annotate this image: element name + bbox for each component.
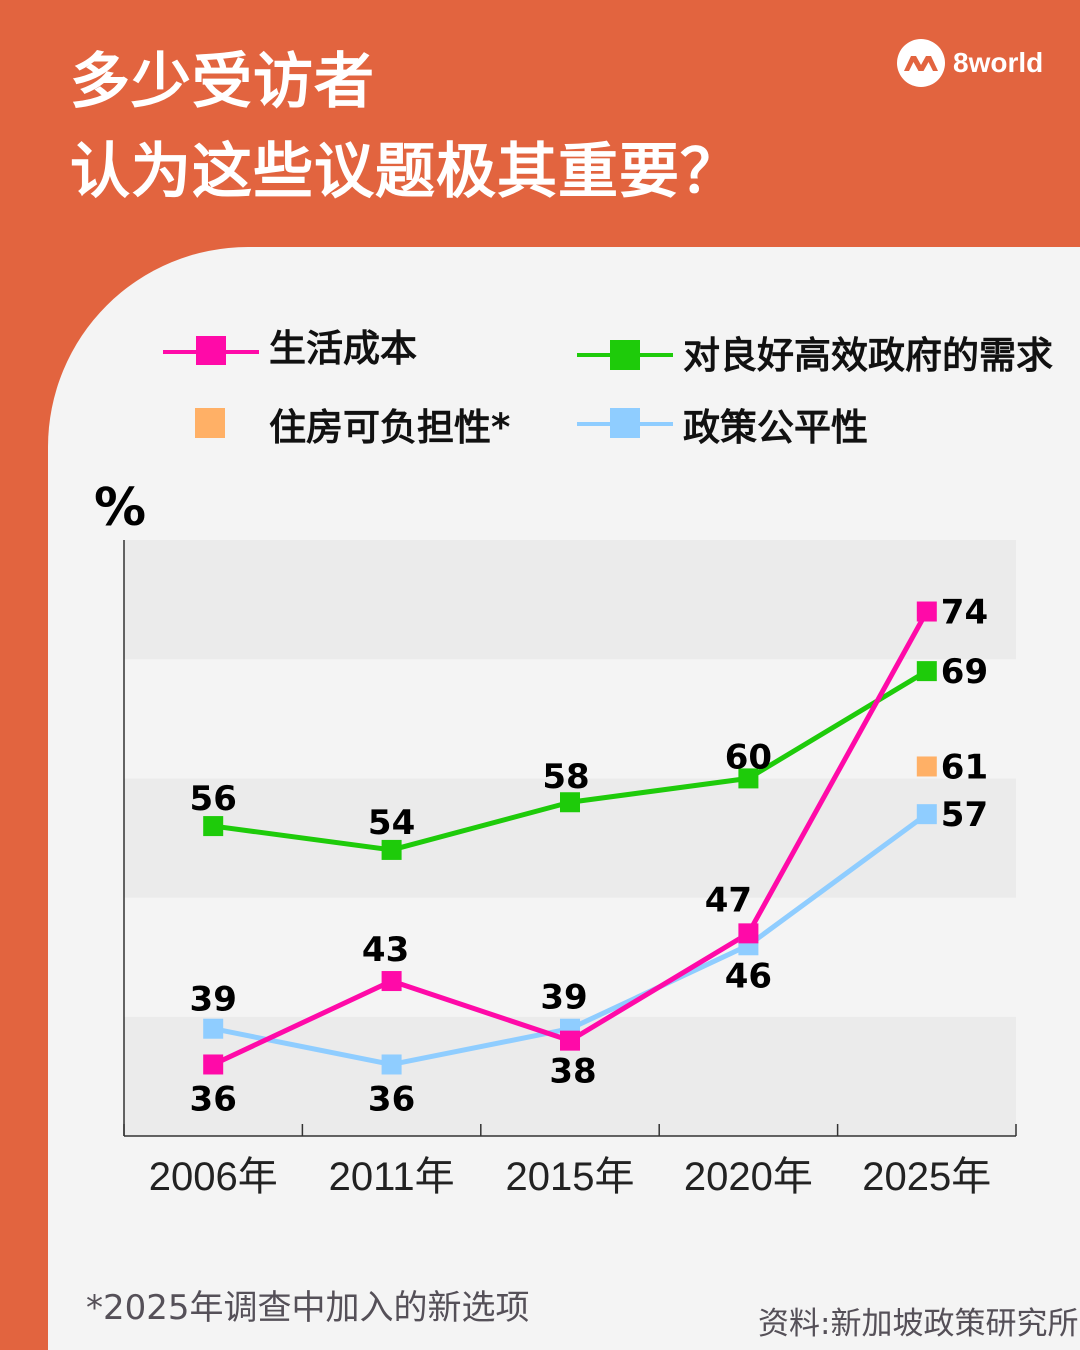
data-point xyxy=(738,768,759,789)
data-label: 56 xyxy=(190,779,237,819)
brand-logo: 8world xyxy=(897,39,1043,87)
data-label: 43 xyxy=(362,930,409,970)
data-label: 36 xyxy=(190,1079,237,1119)
x-tick-label: 2020年 xyxy=(684,1155,813,1199)
data-label: 57 xyxy=(941,795,988,835)
data-label: 39 xyxy=(540,978,587,1018)
x-tick-label: 2015年 xyxy=(506,1155,635,1199)
data-label: 69 xyxy=(941,652,988,692)
data-point xyxy=(381,971,402,992)
x-tick-label: 2006年 xyxy=(149,1155,278,1199)
legend-label: 对良好高效政府的需求 xyxy=(683,334,1053,377)
x-tick-label: 2011年 xyxy=(329,1155,455,1199)
data-label: 36 xyxy=(368,1079,415,1119)
legend-label: 政策公平性 xyxy=(683,406,868,449)
legend-label: 生活成本 xyxy=(269,327,417,370)
data-point xyxy=(203,1054,224,1075)
data-point xyxy=(203,1018,224,1039)
legend-item-housing: 住房可负担性* xyxy=(163,397,510,451)
grid-band xyxy=(124,540,1016,660)
legend-item-policy-fairness: 政策公平性 xyxy=(577,397,868,451)
data-label: 61 xyxy=(941,747,988,787)
data-point xyxy=(203,816,224,837)
title-line-2: 认为这些议题极其重要？ xyxy=(70,137,741,207)
legend-item-efficient-government: 对良好高效政府的需求 xyxy=(577,325,1053,379)
data-point xyxy=(916,601,937,622)
data-point xyxy=(560,792,580,813)
data-point xyxy=(381,839,402,860)
legend-pink-marker xyxy=(163,336,259,365)
source-note: 资料:新加坡政策研究所 xyxy=(758,1306,1079,1342)
data-label: 38 xyxy=(549,1052,596,1092)
data-label: 54 xyxy=(368,803,415,843)
data-label: 58 xyxy=(542,757,589,797)
legend-item-cost-of-living: 生活成本 xyxy=(163,318,417,372)
data-label: 46 xyxy=(725,956,772,996)
logo-text: 8world xyxy=(953,47,1044,78)
data-label: 39 xyxy=(190,980,237,1020)
data-label: 60 xyxy=(725,737,772,777)
legend-label: 住房可负担性* xyxy=(269,406,511,449)
data-point xyxy=(916,804,937,825)
footnote: *2025年调查中加入的新选项 xyxy=(86,1288,530,1328)
y-axis-unit: % xyxy=(94,478,147,538)
data-point xyxy=(916,756,937,777)
legend-blue-marker xyxy=(577,408,673,438)
legend-green-marker xyxy=(577,340,673,370)
grid-band xyxy=(124,897,1016,1017)
legend-orange-marker xyxy=(195,408,225,438)
data-point xyxy=(916,661,937,682)
x-tick-label: 2025年 xyxy=(862,1155,991,1199)
data-point xyxy=(560,1030,580,1051)
data-label: 74 xyxy=(941,593,988,633)
logo-icon xyxy=(897,39,945,87)
data-point xyxy=(738,923,759,944)
title-line-1: 多少受访者 xyxy=(70,47,375,117)
data-point xyxy=(381,1054,402,1075)
data-label: 47 xyxy=(705,880,752,920)
